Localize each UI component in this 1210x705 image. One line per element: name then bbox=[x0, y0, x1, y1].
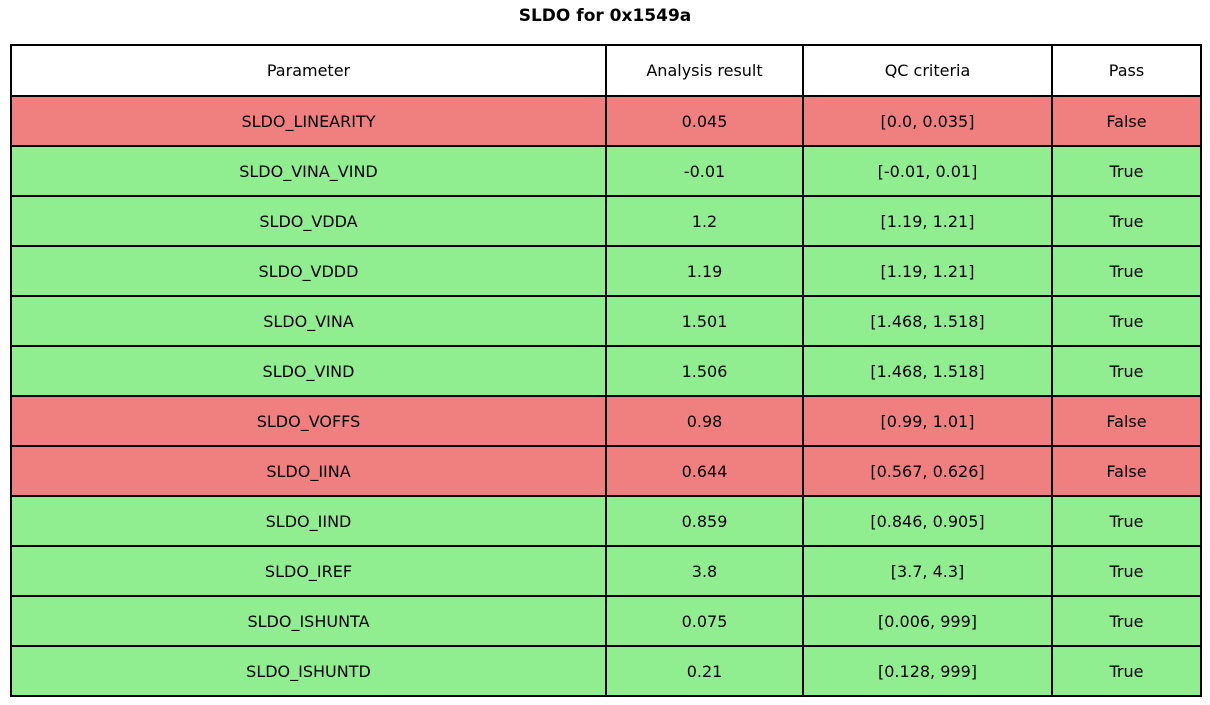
cell-pass: True bbox=[1051, 495, 1202, 547]
table-row: SLDO_VDDA 1.2 [1.19, 1.21] True bbox=[10, 195, 1202, 247]
header-analysis-result: Analysis result bbox=[605, 44, 804, 97]
cell-analysis-result: 0.21 bbox=[605, 645, 804, 697]
cell-qc-criteria: [1.19, 1.21] bbox=[802, 245, 1053, 297]
cell-pass: True bbox=[1051, 345, 1202, 397]
cell-analysis-result: 0.98 bbox=[605, 395, 804, 447]
cell-pass: False bbox=[1051, 445, 1202, 497]
cell-pass: False bbox=[1051, 395, 1202, 447]
table-row: SLDO_VINA_VIND -0.01 [-0.01, 0.01] True bbox=[10, 145, 1202, 197]
cell-parameter: SLDO_ISHUNTD bbox=[10, 645, 607, 697]
header-qc-criteria: QC criteria bbox=[802, 44, 1053, 97]
cell-qc-criteria: [1.468, 1.518] bbox=[802, 295, 1053, 347]
cell-qc-criteria: [-0.01, 0.01] bbox=[802, 145, 1053, 197]
table-row: SLDO_VIND 1.506 [1.468, 1.518] True bbox=[10, 345, 1202, 397]
cell-analysis-result: 1.2 bbox=[605, 195, 804, 247]
cell-analysis-result: 3.8 bbox=[605, 545, 804, 597]
cell-qc-criteria: [0.567, 0.626] bbox=[802, 445, 1053, 497]
cell-analysis-result: 0.859 bbox=[605, 495, 804, 547]
cell-pass: True bbox=[1051, 145, 1202, 197]
table-row: SLDO_IIND 0.859 [0.846, 0.905] True bbox=[10, 495, 1202, 547]
cell-pass: True bbox=[1051, 295, 1202, 347]
header-parameter: Parameter bbox=[10, 44, 607, 97]
cell-analysis-result: -0.01 bbox=[605, 145, 804, 197]
table-row: SLDO_IREF 3.8 [3.7, 4.3] True bbox=[10, 545, 1202, 597]
cell-parameter: SLDO_ISHUNTA bbox=[10, 595, 607, 647]
cell-pass: True bbox=[1051, 195, 1202, 247]
cell-analysis-result: 0.644 bbox=[605, 445, 804, 497]
cell-parameter: SLDO_VINA_VIND bbox=[10, 145, 607, 197]
cell-qc-criteria: [0.846, 0.905] bbox=[802, 495, 1053, 547]
qc-summary-table: Parameter Analysis result QC criteria Pa… bbox=[10, 44, 1202, 697]
cell-pass: True bbox=[1051, 545, 1202, 597]
header-row: Parameter Analysis result QC criteria Pa… bbox=[10, 44, 1202, 97]
cell-pass: True bbox=[1051, 595, 1202, 647]
table-row: SLDO_VINA 1.501 [1.468, 1.518] True bbox=[10, 295, 1202, 347]
cell-pass: True bbox=[1051, 245, 1202, 297]
cell-qc-criteria: [0.006, 999] bbox=[802, 595, 1053, 647]
page-title: SLDO for 0x1549a bbox=[518, 6, 692, 26]
cell-analysis-result: 0.045 bbox=[605, 95, 804, 147]
cell-qc-criteria: [3.7, 4.3] bbox=[802, 545, 1053, 597]
cell-parameter: SLDO_IREF bbox=[10, 545, 607, 597]
cell-qc-criteria: [1.468, 1.518] bbox=[802, 345, 1053, 397]
cell-pass: False bbox=[1051, 95, 1202, 147]
cell-analysis-result: 1.19 bbox=[605, 245, 804, 297]
cell-parameter: SLDO_LINEARITY bbox=[10, 95, 607, 147]
cell-parameter: SLDO_VDDD bbox=[10, 245, 607, 297]
cell-analysis-result: 0.075 bbox=[605, 595, 804, 647]
cell-analysis-result: 1.501 bbox=[605, 295, 804, 347]
table-row: SLDO_VDDD 1.19 [1.19, 1.21] True bbox=[10, 245, 1202, 297]
table-row: SLDO_ISHUNTA 0.075 [0.006, 999] True bbox=[10, 595, 1202, 647]
cell-qc-criteria: [0.128, 999] bbox=[802, 645, 1053, 697]
cell-parameter: SLDO_VDDA bbox=[10, 195, 607, 247]
table-row: SLDO_IINA 0.644 [0.567, 0.626] False bbox=[10, 445, 1202, 497]
table-row: SLDO_VOFFS 0.98 [0.99, 1.01] False bbox=[10, 395, 1202, 447]
cell-parameter: SLDO_IINA bbox=[10, 445, 607, 497]
cell-analysis-result: 1.506 bbox=[605, 345, 804, 397]
table-body: SLDO_LINEARITY 0.045 [0.0, 0.035] False … bbox=[10, 95, 1202, 697]
cell-pass: True bbox=[1051, 645, 1202, 697]
cell-qc-criteria: [0.0, 0.035] bbox=[802, 95, 1053, 147]
table-row: SLDO_ISHUNTD 0.21 [0.128, 999] True bbox=[10, 645, 1202, 697]
cell-parameter: SLDO_VINA bbox=[10, 295, 607, 347]
table-row: SLDO_LINEARITY 0.045 [0.0, 0.035] False bbox=[10, 95, 1202, 147]
cell-qc-criteria: [0.99, 1.01] bbox=[802, 395, 1053, 447]
header-pass: Pass bbox=[1051, 44, 1202, 97]
cell-parameter: SLDO_IIND bbox=[10, 495, 607, 547]
cell-parameter: SLDO_VOFFS bbox=[10, 395, 607, 447]
cell-parameter: SLDO_VIND bbox=[10, 345, 607, 397]
table-header: Parameter Analysis result QC criteria Pa… bbox=[10, 44, 1202, 97]
cell-qc-criteria: [1.19, 1.21] bbox=[802, 195, 1053, 247]
